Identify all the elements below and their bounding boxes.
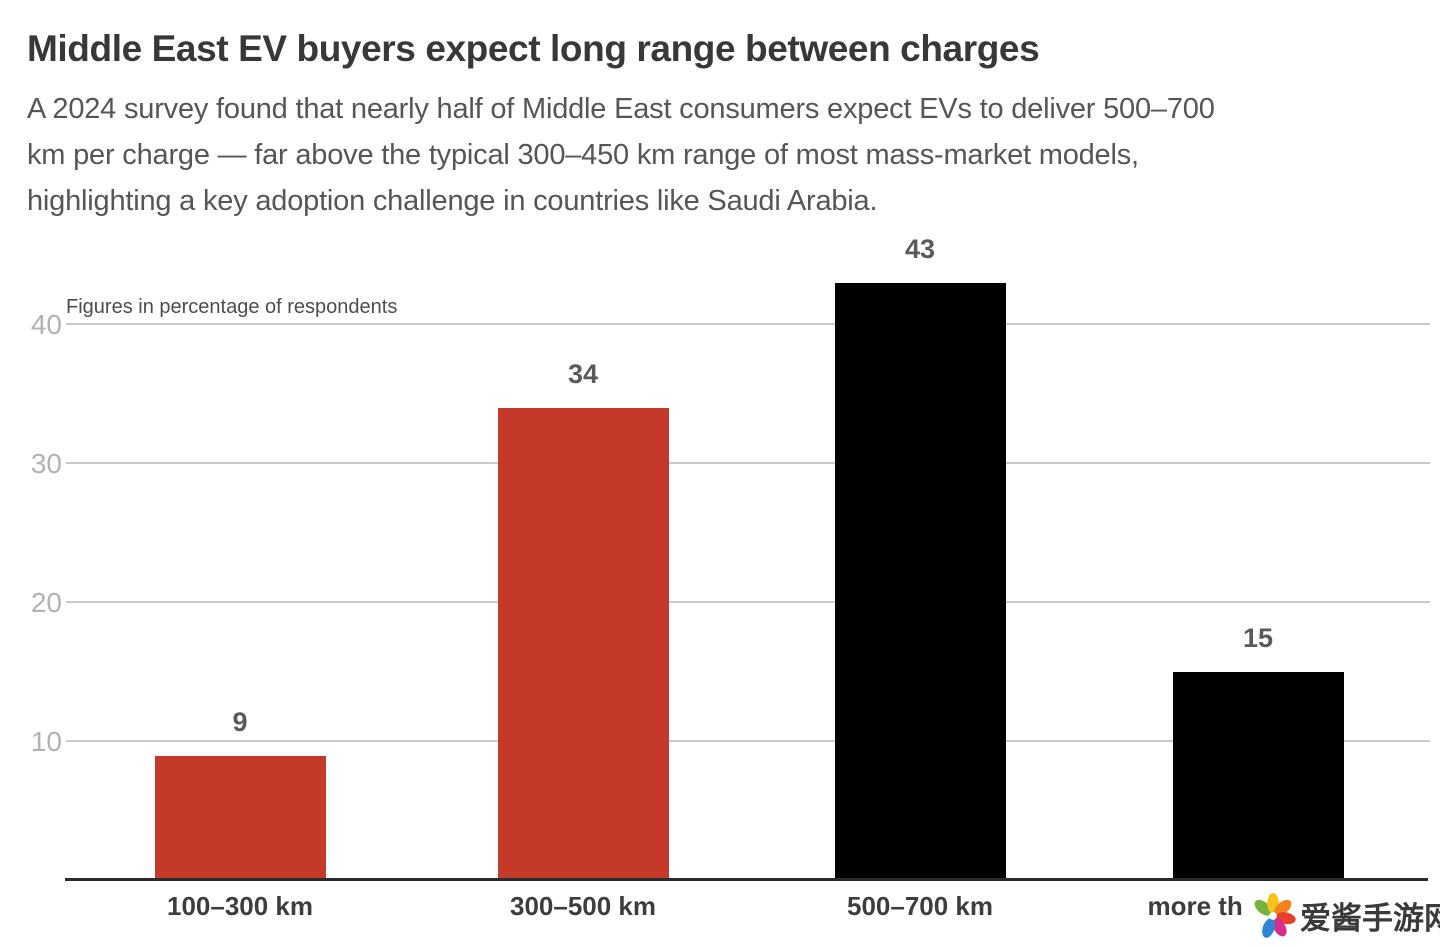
bar-value-label: 34	[567, 359, 599, 389]
x-category-label: 500–700 km	[846, 891, 994, 921]
subtitle-line: A 2024 survey found that nearly half of …	[27, 93, 1215, 125]
chart-title: Middle East EV buyers expect long range …	[27, 28, 1040, 69]
chart-unit-note: Figures in percentage of respondents	[66, 296, 398, 318]
watermark-text: 爱酱手游网	[1300, 901, 1440, 936]
subtitle-line: highlighting a key adoption challenge in…	[27, 185, 878, 217]
y-tick-label: 10	[30, 726, 62, 757]
logo-center	[1269, 911, 1277, 920]
y-tick-label: 40	[30, 309, 62, 340]
chart-subtitle: A 2024 survey found that nearly half of …	[27, 86, 1215, 224]
logo-petal	[1274, 899, 1292, 916]
y-tick-label: 30	[30, 448, 62, 479]
x-category-label: 100–300 km	[166, 891, 314, 921]
subtitle-line: km per charge — far above the typical 30…	[27, 139, 1139, 171]
bar-more than 700 km	[1173, 672, 1344, 881]
logo-petal	[1254, 899, 1272, 916]
x-axis-line	[65, 878, 1428, 881]
bar-value-label: 9	[232, 707, 248, 737]
gridline	[66, 323, 1430, 325]
bar-100–300 km	[155, 756, 326, 881]
x-category-label: 300–500 km	[509, 891, 657, 921]
gridline	[66, 462, 1430, 464]
flower-pinwheel-logo-icon	[1254, 892, 1296, 938]
watermark: 爱酱手游网	[1243, 884, 1440, 947]
gridline	[66, 601, 1430, 603]
y-tick-label: 20	[30, 587, 62, 618]
bar-value-label: 15	[1242, 623, 1274, 653]
bar-300–500 km	[498, 408, 669, 881]
bar-value-label: 43	[904, 234, 936, 264]
gridline	[66, 740, 1430, 742]
logo-petal	[1272, 917, 1287, 936]
logo-petal	[1262, 917, 1276, 938]
bar-500–700 km	[835, 283, 1006, 881]
